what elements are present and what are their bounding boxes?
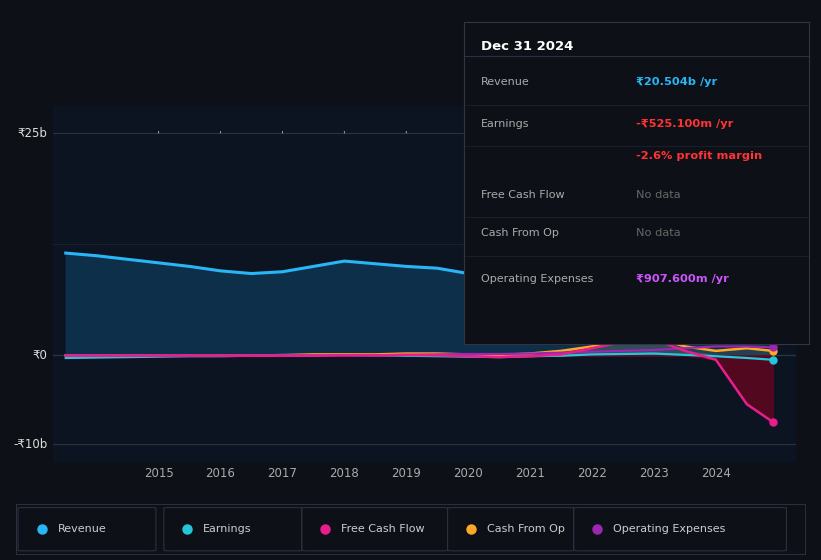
Text: ₹20.504b /yr: ₹20.504b /yr — [636, 77, 718, 87]
Text: Cash From Op: Cash From Op — [481, 228, 559, 239]
Text: -2.6% profit margin: -2.6% profit margin — [636, 151, 763, 161]
Text: No data: No data — [636, 228, 681, 239]
Text: ₹25b: ₹25b — [17, 127, 48, 139]
Text: No data: No data — [636, 190, 681, 200]
Text: Operating Expenses: Operating Expenses — [481, 274, 594, 283]
Text: Revenue: Revenue — [57, 524, 106, 534]
Text: Operating Expenses: Operating Expenses — [613, 524, 726, 534]
Text: ₹0: ₹0 — [33, 349, 48, 362]
Text: Earnings: Earnings — [204, 524, 252, 534]
Text: Free Cash Flow: Free Cash Flow — [481, 190, 565, 200]
Text: -₹525.100m /yr: -₹525.100m /yr — [636, 119, 734, 129]
Text: Dec 31 2024: Dec 31 2024 — [481, 40, 574, 53]
Text: -₹10b: -₹10b — [13, 438, 48, 451]
Text: Revenue: Revenue — [481, 77, 530, 87]
Text: Cash From Op: Cash From Op — [487, 524, 565, 534]
Text: Earnings: Earnings — [481, 119, 530, 129]
Text: Free Cash Flow: Free Cash Flow — [342, 524, 424, 534]
Text: ₹907.600m /yr: ₹907.600m /yr — [636, 274, 729, 283]
